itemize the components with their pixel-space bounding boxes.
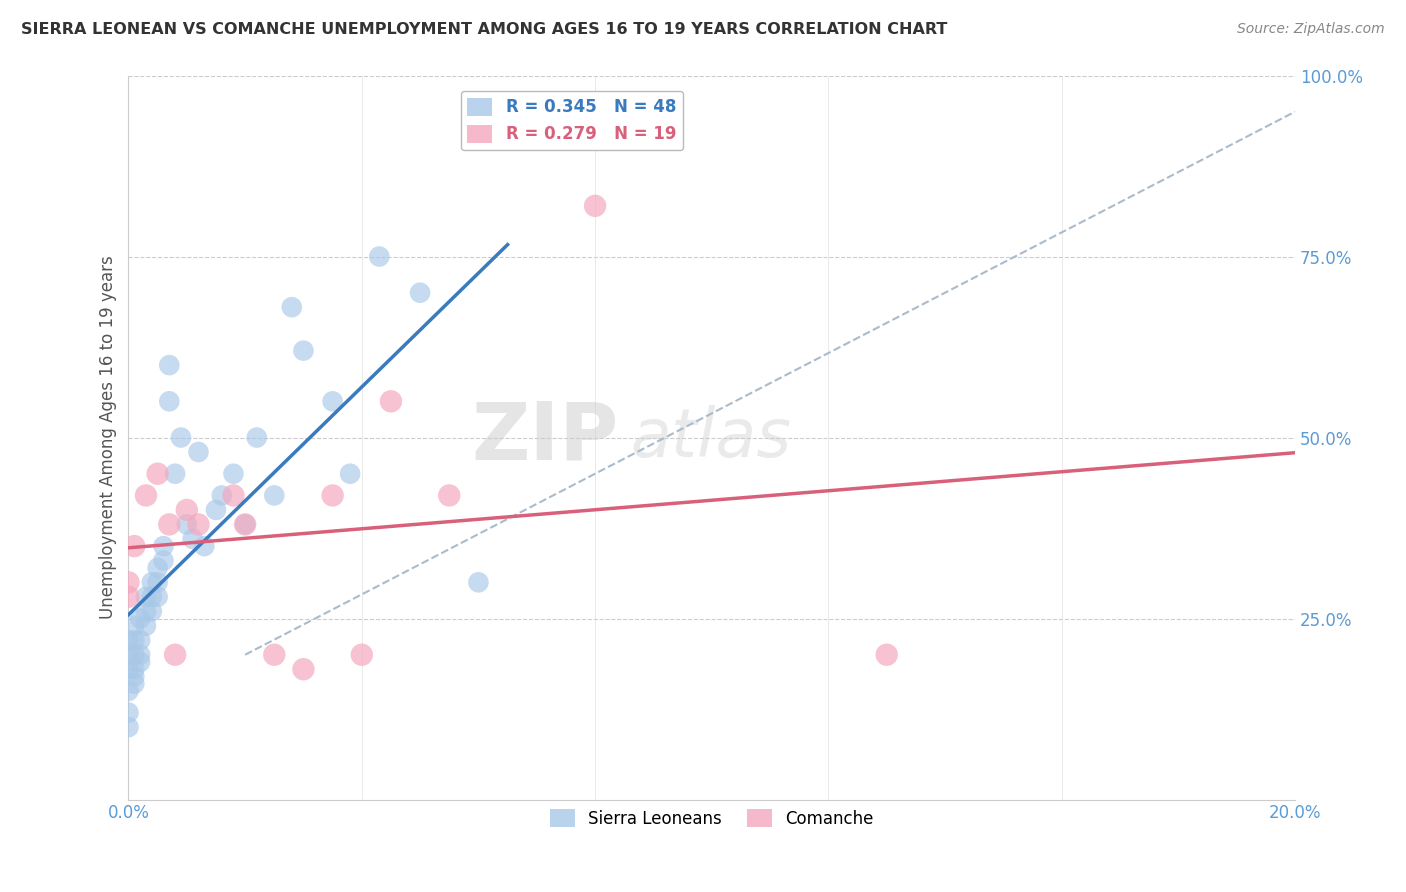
Point bbox=[124, 662, 146, 676]
Point bbox=[176, 517, 198, 532]
Point bbox=[222, 488, 245, 502]
Point bbox=[117, 720, 139, 734]
Point bbox=[368, 250, 391, 264]
Point bbox=[146, 590, 169, 604]
Text: Source: ZipAtlas.com: Source: ZipAtlas.com bbox=[1237, 22, 1385, 37]
Point bbox=[281, 300, 304, 314]
Point bbox=[165, 467, 187, 481]
Point bbox=[135, 590, 157, 604]
Point bbox=[124, 619, 146, 633]
Point bbox=[339, 467, 361, 481]
Point bbox=[146, 575, 169, 590]
Legend: Sierra Leoneans, Comanche: Sierra Leoneans, Comanche bbox=[543, 803, 880, 835]
Point bbox=[176, 503, 198, 517]
Point bbox=[233, 517, 256, 532]
Point bbox=[129, 611, 152, 625]
Point bbox=[124, 669, 146, 683]
Point bbox=[292, 662, 315, 676]
Point bbox=[205, 503, 228, 517]
Point bbox=[152, 553, 174, 567]
Point bbox=[193, 539, 215, 553]
Text: atlas: atlas bbox=[630, 404, 792, 470]
Point bbox=[135, 619, 157, 633]
Point bbox=[146, 467, 169, 481]
Point bbox=[246, 430, 269, 444]
Point bbox=[165, 648, 187, 662]
Point bbox=[322, 488, 344, 502]
Point bbox=[152, 539, 174, 553]
Point bbox=[124, 676, 146, 690]
Point bbox=[117, 648, 139, 662]
Point bbox=[380, 394, 402, 409]
Point bbox=[117, 633, 139, 648]
Point bbox=[141, 575, 163, 590]
Point bbox=[117, 662, 139, 676]
Point bbox=[350, 648, 373, 662]
Point bbox=[583, 199, 606, 213]
Point bbox=[146, 561, 169, 575]
Point bbox=[187, 445, 209, 459]
Point bbox=[292, 343, 315, 358]
Point bbox=[263, 488, 285, 502]
Point bbox=[135, 488, 157, 502]
Point bbox=[233, 517, 256, 532]
Point bbox=[157, 517, 180, 532]
Point bbox=[876, 648, 898, 662]
Y-axis label: Unemployment Among Ages 16 to 19 years: Unemployment Among Ages 16 to 19 years bbox=[100, 256, 117, 619]
Point bbox=[124, 648, 146, 662]
Point bbox=[117, 575, 139, 590]
Point bbox=[129, 633, 152, 648]
Point bbox=[124, 633, 146, 648]
Point bbox=[439, 488, 461, 502]
Point bbox=[157, 394, 180, 409]
Point bbox=[117, 706, 139, 720]
Point bbox=[181, 532, 204, 546]
Point bbox=[135, 604, 157, 618]
Point bbox=[409, 285, 432, 300]
Point bbox=[322, 394, 344, 409]
Point bbox=[129, 655, 152, 669]
Point bbox=[141, 604, 163, 618]
Point bbox=[124, 539, 146, 553]
Point bbox=[467, 575, 489, 590]
Point bbox=[211, 488, 233, 502]
Point bbox=[141, 590, 163, 604]
Point bbox=[263, 648, 285, 662]
Point bbox=[117, 684, 139, 698]
Point bbox=[157, 358, 180, 372]
Text: ZIP: ZIP bbox=[471, 399, 619, 476]
Text: SIERRA LEONEAN VS COMANCHE UNEMPLOYMENT AMONG AGES 16 TO 19 YEARS CORRELATION CH: SIERRA LEONEAN VS COMANCHE UNEMPLOYMENT … bbox=[21, 22, 948, 37]
Point bbox=[129, 648, 152, 662]
Point bbox=[117, 590, 139, 604]
Point bbox=[222, 467, 245, 481]
Point bbox=[187, 517, 209, 532]
Point bbox=[170, 430, 193, 444]
